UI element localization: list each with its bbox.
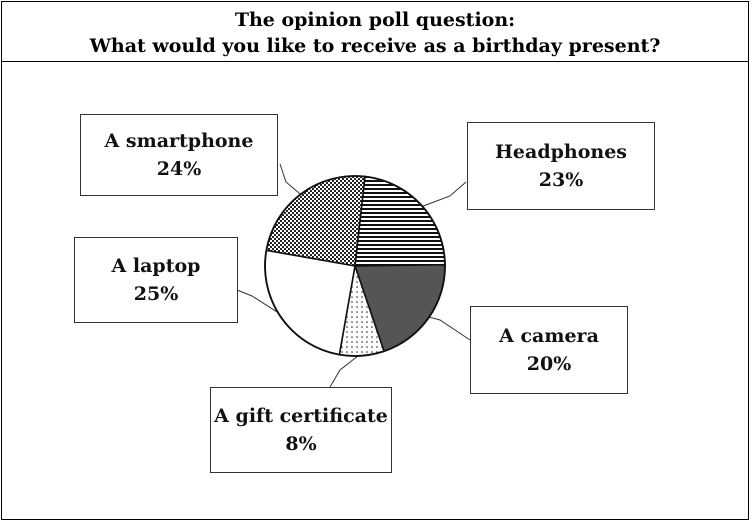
chart-title-line-2: What would you like to receive as a birt… — [89, 35, 661, 57]
chart-header: The opinion poll question: What would yo… — [2, 2, 748, 62]
slice-label-value: 23% — [538, 169, 584, 191]
slice-label-name: Headphones — [494, 141, 627, 163]
slice-label-box: Headphones 23% — [467, 122, 655, 210]
slice-label-box: A laptop 25% — [74, 237, 238, 323]
slice-label-value: 20% — [526, 353, 572, 375]
leader-line — [279, 163, 304, 197]
slice-label-name: A gift certificate — [214, 405, 388, 427]
slice-label-box: A camera 20% — [470, 306, 628, 394]
chart-title-line-1: The opinion poll question: — [234, 9, 516, 31]
leader-line — [236, 289, 284, 317]
leader-line — [329, 352, 363, 388]
leader-lines — [236, 163, 471, 388]
slice-label-value: 8% — [285, 433, 317, 455]
slice-label-name: A smartphone — [104, 130, 254, 152]
leader-line — [419, 181, 467, 208]
leader-line — [426, 315, 471, 341]
slice-label-box: A gift certificate 8% — [210, 387, 392, 473]
pie-outline — [264, 175, 446, 357]
pie-slice-a-laptop — [264, 249, 356, 356]
pie-slices — [264, 175, 446, 357]
slice-label-value: 25% — [133, 283, 179, 305]
slice-label-value: 24% — [156, 158, 202, 180]
slice-label-name: A laptop — [111, 255, 201, 277]
slice-label-box: A smartphone 24% — [80, 114, 278, 196]
pie-slice-headphones — [354, 175, 446, 267]
slice-label-name: A camera — [499, 325, 599, 347]
